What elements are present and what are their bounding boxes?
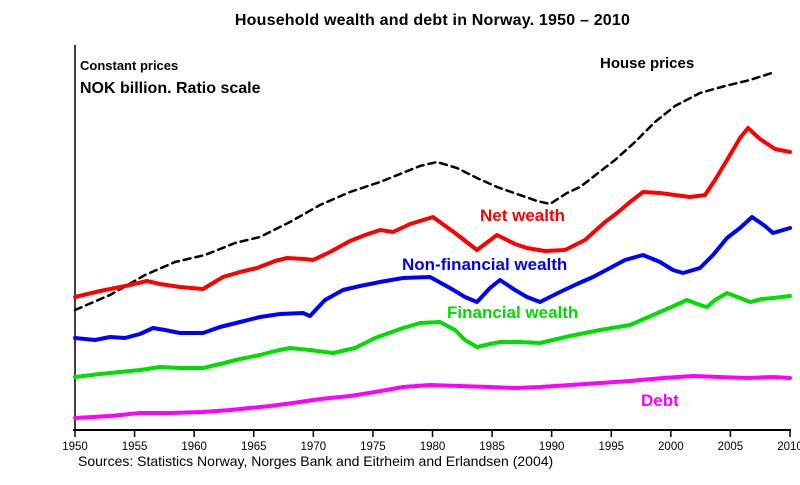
house-prices-label: House prices bbox=[600, 55, 695, 72]
debt-label: Debt bbox=[641, 391, 679, 410]
x-tick-label-2010: 2010 bbox=[777, 441, 800, 453]
financial-wealth-label: Financial wealth bbox=[447, 303, 579, 322]
house-prices-line bbox=[73, 70, 777, 312]
x-tick-label-1980: 1980 bbox=[420, 441, 446, 453]
series-lines-group bbox=[73, 70, 792, 420]
chart-subtitle-line2: NOK billion. Ratio scale bbox=[80, 80, 261, 97]
x-tick-label-1995: 1995 bbox=[598, 441, 624, 453]
x-tick-label-1985: 1985 bbox=[479, 441, 505, 453]
net-wealth-line bbox=[73, 126, 792, 299]
financial-wealth-line bbox=[73, 291, 792, 379]
chart-title: Household wealth and debt in Norway. 195… bbox=[234, 12, 631, 29]
x-tick-label-1970: 1970 bbox=[301, 441, 327, 453]
chart-subtitle-line1: Constant prices bbox=[80, 58, 179, 73]
non-financial-wealth-label: Non-financial wealth bbox=[402, 255, 568, 274]
x-tick-label-1990: 1990 bbox=[539, 441, 565, 453]
x-tick-label-1950: 1950 bbox=[62, 441, 88, 453]
x-tick-label-1975: 1975 bbox=[360, 441, 386, 453]
x-axis-tick-labels: 1950 1955 1960 1965 1970 1975 1980 1985 1990 1995… bbox=[62, 441, 800, 453]
non-financial-wealth-line bbox=[73, 215, 792, 342]
x-tick-label-1960: 1960 bbox=[181, 441, 207, 453]
x-axis-ticks bbox=[74, 430, 791, 437]
x-tick-label-2005: 2005 bbox=[718, 441, 744, 453]
source-footnote: Sources: Statistics Norway, Norges Bank … bbox=[78, 453, 554, 469]
x-tick-label-1955: 1955 bbox=[122, 441, 148, 453]
net-wealth-label: Net wealth bbox=[480, 206, 566, 225]
x-tick-label-1965: 1965 bbox=[241, 441, 267, 453]
debt-line bbox=[73, 374, 792, 420]
axes-group bbox=[73, 45, 791, 431]
x-tick-label-2000: 2000 bbox=[658, 441, 684, 453]
